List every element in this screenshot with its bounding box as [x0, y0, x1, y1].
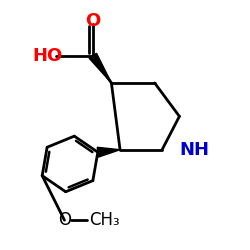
Text: CH₃: CH₃	[89, 211, 120, 229]
Text: HO: HO	[32, 47, 62, 65]
Text: O: O	[58, 211, 71, 229]
Text: O: O	[85, 12, 100, 30]
Polygon shape	[97, 147, 120, 157]
Polygon shape	[89, 53, 112, 83]
Text: NH: NH	[180, 141, 210, 159]
